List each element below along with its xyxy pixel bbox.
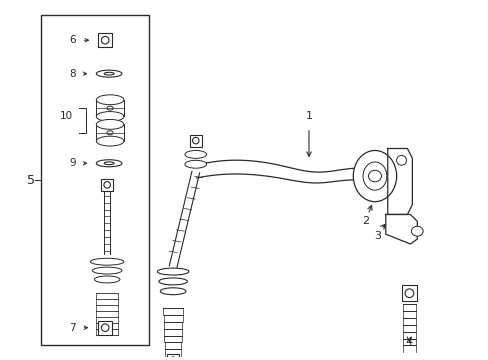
Ellipse shape — [96, 95, 123, 105]
Ellipse shape — [96, 112, 123, 121]
Circle shape — [101, 36, 109, 44]
Bar — [96, 124, 123, 141]
Text: 6: 6 — [69, 35, 76, 45]
Ellipse shape — [159, 278, 187, 285]
Ellipse shape — [96, 160, 122, 167]
Ellipse shape — [107, 106, 113, 110]
Circle shape — [103, 182, 110, 188]
Ellipse shape — [367, 170, 381, 182]
Ellipse shape — [96, 136, 123, 146]
Circle shape — [404, 289, 413, 298]
Ellipse shape — [157, 268, 188, 275]
Text: 5: 5 — [27, 174, 35, 186]
Ellipse shape — [104, 162, 114, 165]
Circle shape — [396, 156, 406, 165]
Text: 10: 10 — [60, 111, 73, 121]
Bar — [101, 179, 113, 191]
Circle shape — [169, 357, 176, 360]
Bar — [189, 135, 201, 147]
Ellipse shape — [96, 120, 123, 129]
Polygon shape — [385, 215, 416, 244]
Text: 4: 4 — [405, 337, 412, 347]
Text: 3: 3 — [374, 231, 381, 241]
Bar — [98, 321, 112, 334]
Ellipse shape — [96, 70, 122, 77]
Text: 8: 8 — [69, 69, 76, 79]
Ellipse shape — [184, 150, 206, 158]
Polygon shape — [387, 148, 411, 215]
Ellipse shape — [94, 276, 120, 283]
Ellipse shape — [410, 226, 422, 236]
Text: 9: 9 — [69, 158, 76, 168]
Circle shape — [101, 324, 109, 332]
Text: 1: 1 — [305, 111, 312, 121]
Text: 7: 7 — [69, 323, 76, 333]
Ellipse shape — [362, 162, 386, 190]
Ellipse shape — [92, 267, 122, 274]
Ellipse shape — [104, 72, 114, 75]
Bar — [401, 285, 416, 301]
Ellipse shape — [90, 258, 123, 265]
Ellipse shape — [352, 150, 396, 202]
Circle shape — [192, 138, 199, 144]
Bar — [98, 33, 112, 47]
Bar — [167, 354, 179, 360]
Text: 2: 2 — [362, 216, 369, 226]
Ellipse shape — [107, 131, 113, 135]
Bar — [41, 15, 149, 345]
Bar — [96, 100, 123, 117]
Ellipse shape — [184, 160, 206, 168]
Ellipse shape — [160, 288, 185, 295]
